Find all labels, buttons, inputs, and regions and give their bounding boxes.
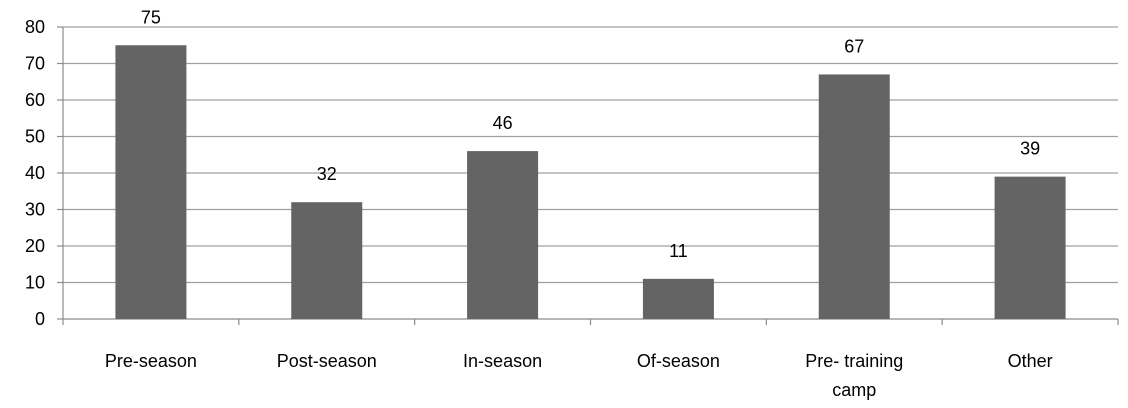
- x-category-label-line: Pre- training: [805, 351, 903, 371]
- y-tick-label: 60: [25, 90, 45, 110]
- bar: [291, 202, 363, 319]
- bars: [115, 45, 1066, 319]
- x-category-label-line: Pre-season: [105, 351, 197, 371]
- gridlines: [63, 26, 1118, 284]
- bar: [818, 74, 890, 319]
- data-label: 11: [669, 241, 688, 261]
- y-tick-label: 20: [25, 236, 45, 256]
- x-category-label: Pre-season: [105, 351, 197, 371]
- x-category-label: Of-season: [637, 351, 720, 371]
- x-category-label: Other: [1008, 351, 1053, 371]
- x-category-label: Post-season: [277, 351, 377, 371]
- axes: [57, 26, 1119, 325]
- bar: [467, 151, 539, 319]
- data-label: 32: [317, 164, 337, 184]
- x-category-label-line: Post-season: [277, 351, 377, 371]
- y-tick-label: 80: [25, 17, 45, 37]
- y-tick-label: 50: [25, 127, 45, 147]
- bar: [115, 45, 187, 319]
- data-label: 39: [1020, 139, 1040, 159]
- data-label: 67: [844, 36, 864, 56]
- data-label: 75: [141, 7, 161, 27]
- data-labels: 75 32 46 11 67 39: [141, 7, 1040, 261]
- y-tick-label: 70: [25, 54, 45, 74]
- y-tick-label: 10: [25, 273, 45, 293]
- y-tick-label: 0: [35, 309, 45, 329]
- x-category-label-line: Other: [1008, 351, 1053, 371]
- category-labels: Pre-season Post-season In-season Of-season P…: [105, 351, 1053, 400]
- x-category-label-line: Of-season: [637, 351, 720, 371]
- x-category-label: Pre- training camp: [805, 351, 903, 400]
- y-axis-ticks: 0 10 20 30 40 50 60 70 80: [25, 17, 45, 329]
- y-tick-label: 30: [25, 200, 45, 220]
- x-category-label-line: camp: [832, 380, 876, 400]
- y-tick-label: 40: [25, 163, 45, 183]
- bar: [642, 278, 714, 319]
- bar: [994, 176, 1066, 319]
- x-category-label-line: In-season: [463, 351, 542, 371]
- x-category-label: In-season: [463, 351, 542, 371]
- data-label: 46: [493, 113, 513, 133]
